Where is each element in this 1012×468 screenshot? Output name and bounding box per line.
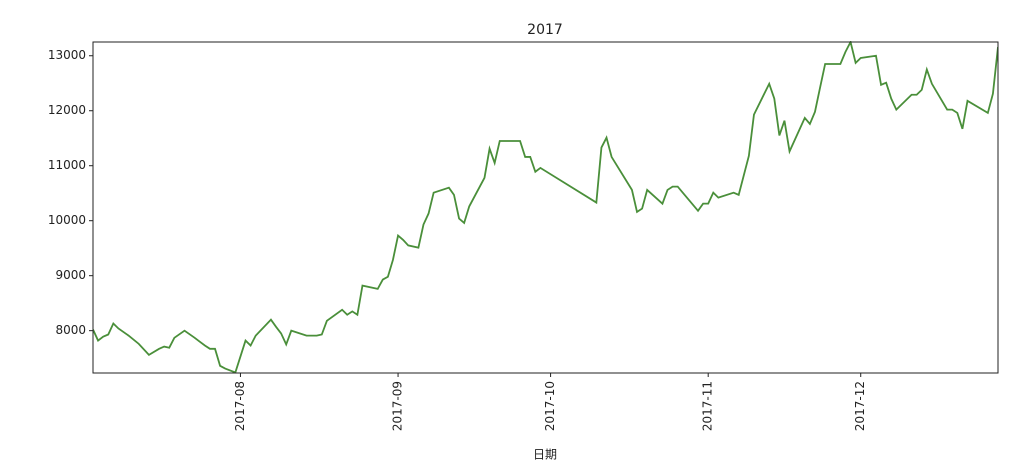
y-tick-label: 11000 bbox=[48, 158, 86, 172]
x-tick-label: 2017-12 bbox=[853, 381, 867, 431]
y-tick-label: 12000 bbox=[48, 103, 86, 117]
x-tick-label: 2017-08 bbox=[233, 381, 247, 431]
x-axis-label: 日期 bbox=[533, 448, 557, 462]
plot-frame bbox=[92, 41, 999, 374]
x-tick-label: 2017-10 bbox=[543, 381, 557, 431]
x-tick-label: 2017-11 bbox=[701, 381, 715, 431]
y-tick-label: 9000 bbox=[55, 268, 86, 282]
y-tick-label: 10000 bbox=[48, 213, 86, 227]
y-tick-label: 13000 bbox=[48, 48, 86, 62]
y-tick-label: 8000 bbox=[55, 323, 86, 337]
line bbox=[93, 41, 998, 374]
x-tick-label: 2017-09 bbox=[391, 381, 405, 431]
chart-title: 2017 bbox=[527, 22, 563, 38]
